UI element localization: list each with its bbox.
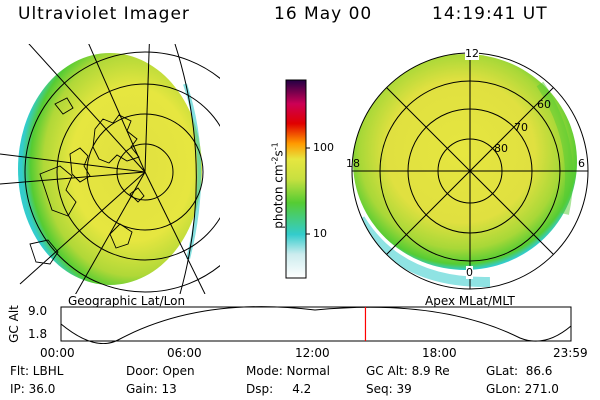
time-label: 14:19:41 UT [432,4,548,24]
timeline-xtick-1: 06:00 [167,346,202,360]
status-gain: Gain: 13 [126,382,177,396]
magnetic-polar-image [351,52,589,290]
status-glon: GLon: 271.0 [486,382,559,396]
status-glat: GLat: 86.6 [486,364,553,378]
instrument-title: Ultraviolet Imager [18,4,190,24]
orbit-timeline-plot [60,306,572,344]
timeline-xtick-2: 12:00 [295,346,330,360]
status-filter: Flt: LBHL [10,364,64,378]
polar-grid [351,52,589,290]
status-mode: Mode: Normal [246,364,330,378]
timeline-ytick-top: 9.0 [28,304,48,318]
timeline-xtick-3: 18:00 [422,346,457,360]
timeline-ytick-bottom: 1.8 [28,327,48,341]
intensity-colorbar [285,79,310,279]
colorbar-tick-10: 10 [313,227,327,240]
timeline-xtick-4: 23:59 [553,346,588,360]
date-label: 16 May 00 [274,4,373,24]
mlt-label-18: 18 [346,157,360,170]
timeline-xtick-0: 00:00 [40,346,75,360]
graticule [0,44,220,294]
auroral-oval [353,54,577,270]
status-seq: Seq: 39 [366,382,412,396]
mlat-label-80: 80 [494,142,508,155]
colorbar-tick-100: 100 [313,141,334,154]
emission-disk [18,53,202,285]
status-ip: IP: 36.0 [10,382,56,396]
mlt-label-12: 12 [465,47,479,60]
colorbar-unit-label: photon cm-2s-1 [270,142,286,229]
status-gc-alt: GC Alt: 8.9 Re [366,364,450,378]
mlat-label-60: 60 [537,98,551,111]
status-door: Door: Open [126,364,195,378]
geographic-auroral-image [0,44,220,294]
left-panel-caption: Geographic Lat/Lon [68,294,186,308]
mlt-label-0: 0 [466,266,473,279]
mlat-label-70: 70 [514,121,528,134]
mlt-label-6: 6 [578,157,585,170]
right-panel-caption: Apex MLat/MLT [425,294,515,308]
status-dsp: Dsp: 4.2 [246,382,312,396]
coastlines [29,97,145,265]
altitude-curve [60,306,572,344]
